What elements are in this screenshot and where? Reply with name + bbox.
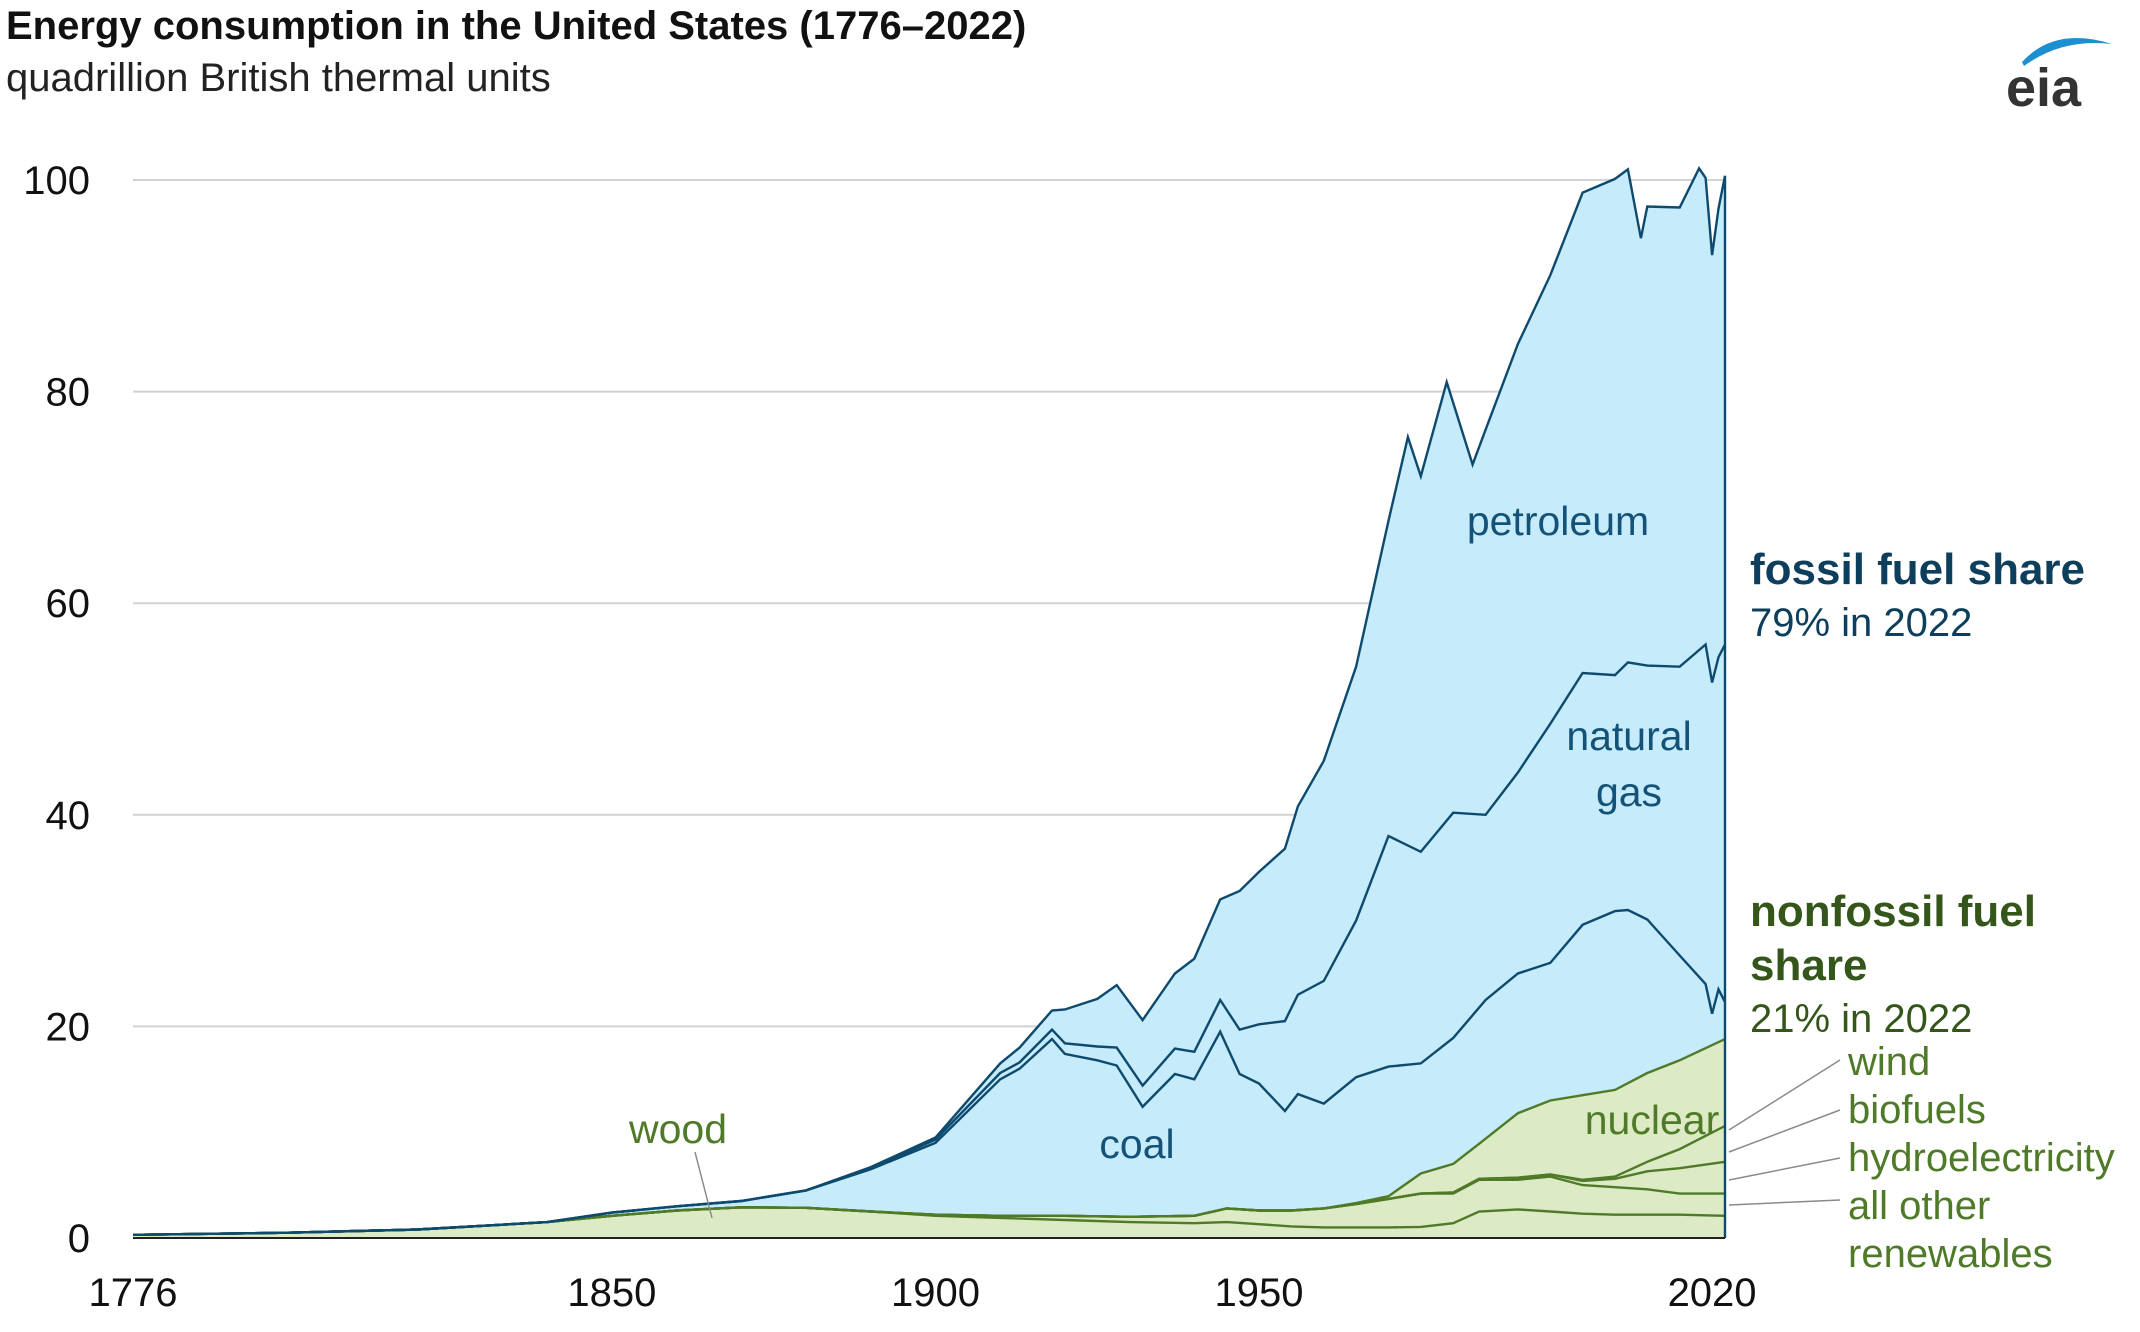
y-tick-label-40: 40 [46,794,91,838]
series-lines [132,166,1727,1238]
x-tick-label-2020: 2020 [1668,1271,1757,1315]
biofuels-leader-line [1728,1109,1841,1153]
x-tick-label-1950: 1950 [1215,1271,1304,1315]
x-tick-label-1776: 1776 [89,1271,178,1315]
eia-logo-arc [2022,38,2112,66]
fossil-area [133,168,1725,1235]
nonfossil-area [133,1039,1725,1238]
wind-leader-line [1728,1059,1841,1131]
legend-label-all-other-renewables-line2: renewables [1848,1232,2053,1276]
y-tick-label-0: 0 [68,1217,90,1261]
all-other-renewables-leader-line [1728,1199,1841,1206]
series-label-natural-gas-line2: gas [1596,769,1662,815]
y-tick-label-60: 60 [46,582,91,626]
fossil-share-value: 79% in 2022 [1750,601,1972,645]
series-label-nuclear: nuclear [1585,1097,1719,1143]
hydroelectricity-leader-line [1728,1157,1841,1181]
series-line-nuclear [132,1038,1726,1236]
y-tick-label-20: 20 [46,1005,91,1049]
series-line-petroleum [132,166,1727,1236]
x-tick-label-1850: 1850 [567,1271,656,1315]
y-tick-label-100: 100 [23,159,90,203]
series-label-petroleum: petroleum [1467,498,1649,544]
eia-logo: eia [2006,38,2112,114]
chart-title: Energy consumption in the United States … [6,4,1027,48]
chart-subtitle: quadrillion British thermal units [6,56,551,100]
fossil-share-title: fossil fuel share [1750,545,2085,594]
legend-label-biofuels: biofuels [1848,1088,1986,1132]
wood-leader-line [694,1151,713,1219]
x-tick-label-1900: 1900 [891,1271,980,1315]
nonfossil-share-value: 21% in 2022 [1750,997,1972,1041]
legend-label-all-other-renewables-line1: all other [1848,1184,1990,1228]
legend-label-hydroelectricity: hydroelectricity [1848,1136,2115,1180]
stacked-areas [133,168,1725,1238]
nonfossil-share-title-line2: share [1750,941,1867,990]
axis-ticks: 0 20 40 60 80 100 1776 1850 1900 1950 2020 [23,159,1756,1315]
eia-logo-text: eia [2006,58,2082,114]
series-label-wood: wood [628,1106,727,1152]
series-label-coal: coal [1099,1121,1174,1167]
series-label-natural-gas-line1: natural [1566,713,1691,759]
nonfossil-share-title-line1: nonfossil fuel [1750,887,2036,936]
y-tick-label-80: 80 [46,371,91,415]
legend-label-wind: wind [1847,1040,1930,1084]
